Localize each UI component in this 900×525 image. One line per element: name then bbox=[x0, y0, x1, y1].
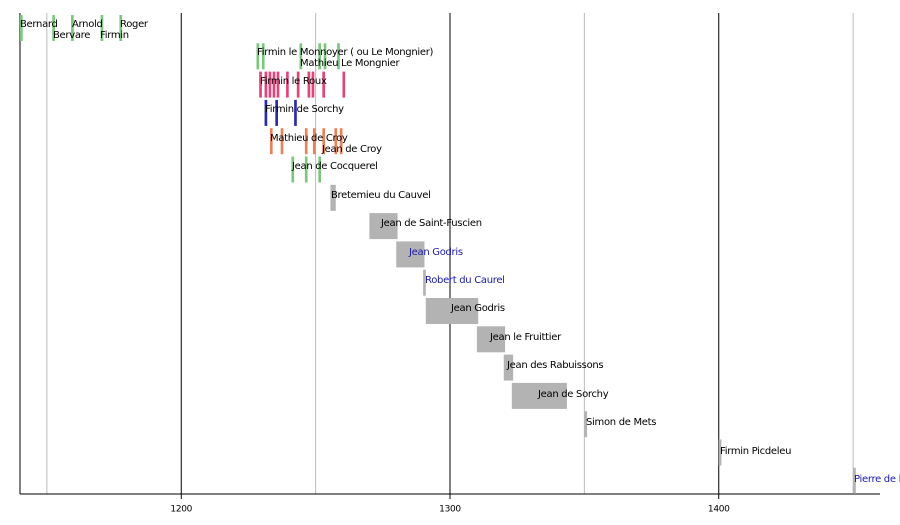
bar bbox=[276, 71, 280, 98]
bar bbox=[264, 71, 268, 98]
bar bbox=[304, 128, 308, 155]
bar bbox=[269, 128, 273, 155]
bar bbox=[20, 15, 23, 41]
bar-label: Simon de Mets bbox=[586, 417, 656, 428]
bar-label: Firmin le Roux bbox=[260, 76, 327, 87]
bar bbox=[584, 411, 588, 438]
x-tick-label: 1200 bbox=[170, 505, 192, 515]
bar-label: Jean de Sorchy bbox=[537, 389, 609, 400]
bar-label: Bervare bbox=[53, 30, 90, 41]
bar-label: Pierre de l bbox=[854, 474, 900, 485]
bar bbox=[100, 15, 104, 41]
bar bbox=[275, 99, 278, 126]
bar bbox=[304, 156, 308, 183]
x-tick-label: 1400 bbox=[708, 505, 730, 515]
bar-label: Roger bbox=[120, 19, 149, 30]
bar bbox=[52, 15, 55, 41]
bar-label: Firmin Picdeleu bbox=[720, 446, 791, 457]
bar-label: Mathieu de Croy bbox=[270, 133, 348, 144]
bar bbox=[268, 71, 272, 98]
bar bbox=[334, 128, 338, 155]
bar bbox=[339, 128, 343, 155]
bar bbox=[264, 99, 268, 126]
bar bbox=[259, 71, 262, 98]
bar-label: Arnold bbox=[72, 19, 103, 30]
bar-label: Jean Godris bbox=[450, 303, 505, 314]
bar bbox=[425, 298, 479, 324]
bar bbox=[312, 128, 316, 155]
bar bbox=[396, 241, 425, 268]
bar bbox=[71, 15, 74, 41]
bar bbox=[342, 71, 346, 98]
x-tick-label: 1300 bbox=[439, 505, 461, 515]
bar-label: Mathieu Le Mongnier bbox=[300, 58, 400, 69]
bar bbox=[280, 128, 284, 155]
bar-label: Jean de Croy bbox=[321, 144, 382, 155]
bar bbox=[311, 71, 315, 98]
bar bbox=[294, 99, 297, 126]
bar-label: Firmin de Sorchy bbox=[265, 104, 344, 115]
bar bbox=[337, 43, 340, 70]
bar bbox=[476, 326, 506, 353]
bar bbox=[256, 43, 260, 70]
bar-label: Jean des Rabuissons bbox=[506, 360, 603, 371]
bar bbox=[119, 15, 123, 41]
bar bbox=[318, 43, 321, 70]
bar bbox=[286, 71, 289, 98]
bar bbox=[291, 156, 295, 183]
bar-label: Jean de Cocquerel bbox=[291, 161, 378, 172]
bar bbox=[369, 213, 398, 240]
bar bbox=[330, 184, 336, 211]
bar bbox=[322, 128, 326, 155]
bar bbox=[318, 156, 321, 183]
bar bbox=[272, 71, 276, 98]
bar bbox=[299, 43, 303, 70]
bar bbox=[718, 439, 722, 466]
bar-label: Jean de Saint-Fuscien bbox=[380, 218, 482, 229]
bar-label: Bernard bbox=[20, 19, 58, 30]
bar-label: Firmin bbox=[100, 30, 129, 41]
bar bbox=[511, 382, 567, 409]
bar-label: Firmin le Monnoyer ( ou Le Mongnier) bbox=[257, 47, 434, 58]
bar-label: Jean le Fruittier bbox=[489, 332, 562, 343]
bar bbox=[853, 467, 856, 494]
bar bbox=[296, 71, 300, 98]
bar-label: Bretemieu du Cauvel bbox=[331, 190, 431, 201]
bar bbox=[323, 43, 327, 70]
bar-label: Robert du Caurel bbox=[425, 275, 505, 286]
bar bbox=[261, 43, 265, 70]
bar bbox=[423, 269, 426, 296]
bar bbox=[503, 354, 514, 381]
bar-label: Jean Godris bbox=[408, 247, 463, 258]
bar bbox=[322, 71, 326, 98]
bar bbox=[307, 71, 311, 98]
